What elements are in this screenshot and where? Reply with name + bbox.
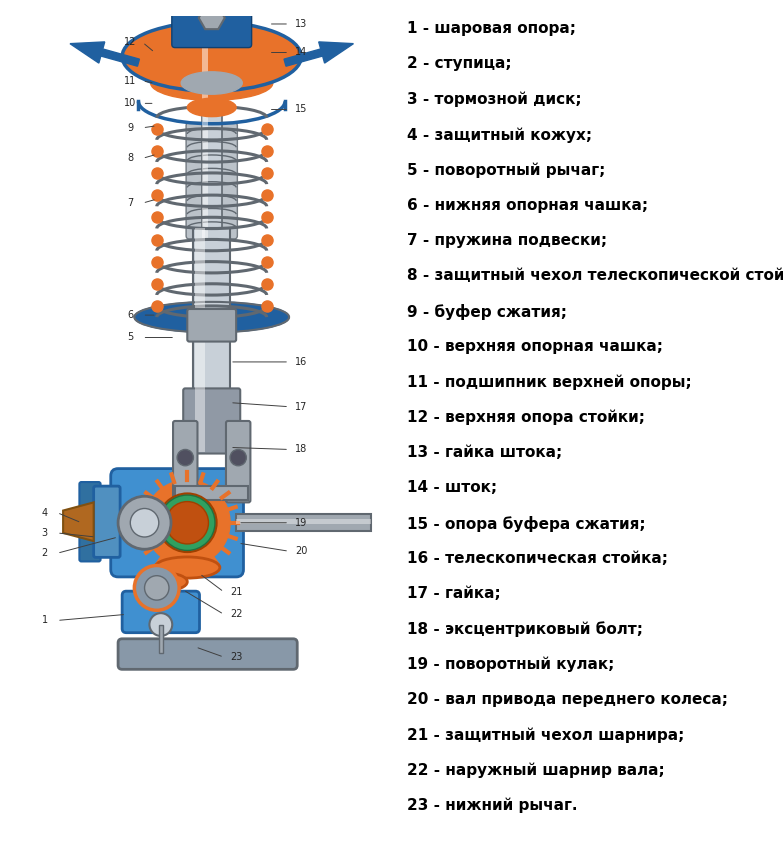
Text: 18 - эксцентриковый болт;: 18 - эксцентриковый болт;: [407, 622, 643, 637]
Ellipse shape: [146, 574, 187, 591]
Text: 21 - защитный чехол шарнира;: 21 - защитный чехол шарнира;: [407, 728, 684, 743]
Text: 19: 19: [295, 518, 308, 528]
Ellipse shape: [181, 72, 242, 94]
Text: 8: 8: [127, 153, 133, 163]
Text: 21: 21: [230, 587, 243, 597]
Text: 8 - защитный чехол телескопической стойки;: 8 - защитный чехол телескопической стойк…: [407, 268, 783, 283]
Bar: [202, 16, 208, 239]
Text: 16: 16: [295, 357, 308, 367]
Text: 4 - защитный кожух;: 4 - защитный кожух;: [407, 127, 592, 143]
FancyBboxPatch shape: [122, 591, 200, 633]
Circle shape: [158, 493, 217, 552]
Circle shape: [150, 613, 172, 636]
Bar: [236, 514, 370, 531]
Text: 7: 7: [127, 198, 133, 208]
FancyBboxPatch shape: [118, 639, 298, 669]
Text: 13 - гайка штока;: 13 - гайка штока;: [407, 445, 562, 460]
Text: 23 - нижний рычаг.: 23 - нижний рычаг.: [407, 798, 578, 814]
Ellipse shape: [150, 66, 272, 101]
Text: 17 - гайка;: 17 - гайка;: [407, 586, 501, 602]
FancyBboxPatch shape: [183, 388, 240, 453]
FancyArrow shape: [284, 42, 353, 66]
Bar: [175, 486, 248, 500]
Text: 15 - опора буфера сжатия;: 15 - опора буфера сжатия;: [407, 515, 646, 531]
Text: 1: 1: [41, 616, 48, 625]
Text: 20: 20: [295, 547, 308, 557]
Circle shape: [166, 502, 208, 544]
Text: 13: 13: [295, 19, 308, 29]
Text: 11 - подшипник верхней опоры;: 11 - подшипник верхней опоры;: [407, 374, 692, 390]
Text: 9: 9: [127, 123, 133, 133]
Text: 5 - поворотный рычаг;: 5 - поворотный рычаг;: [407, 162, 605, 178]
FancyBboxPatch shape: [226, 421, 251, 503]
Text: 14 - шток;: 14 - шток;: [407, 481, 497, 495]
FancyBboxPatch shape: [94, 486, 120, 558]
Text: 1 - шаровая опора;: 1 - шаровая опора;: [407, 21, 576, 36]
Text: 2 - ступица;: 2 - ступица;: [407, 57, 512, 71]
Polygon shape: [199, 7, 225, 29]
Text: 12 - верхняя опора стойки;: 12 - верхняя опора стойки;: [407, 409, 645, 425]
Text: 20 - вал привода переднего колеса;: 20 - вал привода переднего колеса;: [407, 692, 728, 707]
Text: 6: 6: [127, 310, 133, 320]
Circle shape: [130, 508, 159, 537]
Text: 3 - тормозной диск;: 3 - тормозной диск;: [407, 91, 582, 107]
Text: 22 - наружный шарнир вала;: 22 - наружный шарнир вала;: [407, 763, 665, 778]
Bar: [236, 519, 370, 524]
Circle shape: [145, 575, 169, 600]
Ellipse shape: [122, 22, 301, 91]
Text: 5: 5: [127, 332, 133, 343]
Ellipse shape: [155, 557, 220, 578]
Circle shape: [135, 565, 179, 610]
FancyBboxPatch shape: [79, 482, 100, 562]
FancyArrow shape: [70, 42, 139, 66]
Text: 6 - нижняя опорная чашка;: 6 - нижняя опорная чашка;: [407, 198, 648, 212]
Polygon shape: [63, 503, 94, 541]
Text: 14: 14: [295, 47, 308, 58]
Text: 4: 4: [41, 508, 48, 518]
Text: 11: 11: [124, 76, 136, 86]
Circle shape: [177, 449, 193, 466]
FancyBboxPatch shape: [187, 309, 236, 342]
Bar: [193, 228, 230, 452]
Text: 9 - буфер сжатия;: 9 - буфер сжатия;: [407, 304, 567, 320]
Bar: [159, 624, 163, 653]
FancyBboxPatch shape: [173, 421, 197, 503]
Text: 2: 2: [41, 548, 48, 558]
Text: 17: 17: [295, 402, 308, 412]
FancyBboxPatch shape: [110, 469, 244, 577]
Ellipse shape: [135, 302, 289, 332]
FancyBboxPatch shape: [171, 7, 251, 47]
Text: 19 - поворотный кулак;: 19 - поворотный кулак;: [407, 656, 615, 673]
Text: 3: 3: [41, 528, 48, 538]
Bar: [195, 228, 205, 452]
Text: 10: 10: [124, 98, 136, 108]
Ellipse shape: [187, 98, 236, 117]
Text: 10 - верхняя опорная чашка;: 10 - верхняя опорная чашка;: [407, 339, 663, 354]
Text: 18: 18: [295, 444, 308, 454]
Text: 15: 15: [295, 105, 308, 114]
Circle shape: [145, 480, 230, 565]
Text: 12: 12: [124, 37, 136, 47]
Text: 22: 22: [230, 609, 243, 619]
Circle shape: [160, 495, 215, 551]
Circle shape: [118, 497, 171, 549]
Circle shape: [230, 449, 247, 466]
Bar: [201, 16, 222, 239]
FancyBboxPatch shape: [186, 123, 237, 239]
Text: 16 - телескопическая стойка;: 16 - телескопическая стойка;: [407, 551, 668, 566]
Text: 23: 23: [230, 652, 243, 662]
Text: 7 - пружина подвески;: 7 - пружина подвески;: [407, 233, 608, 248]
